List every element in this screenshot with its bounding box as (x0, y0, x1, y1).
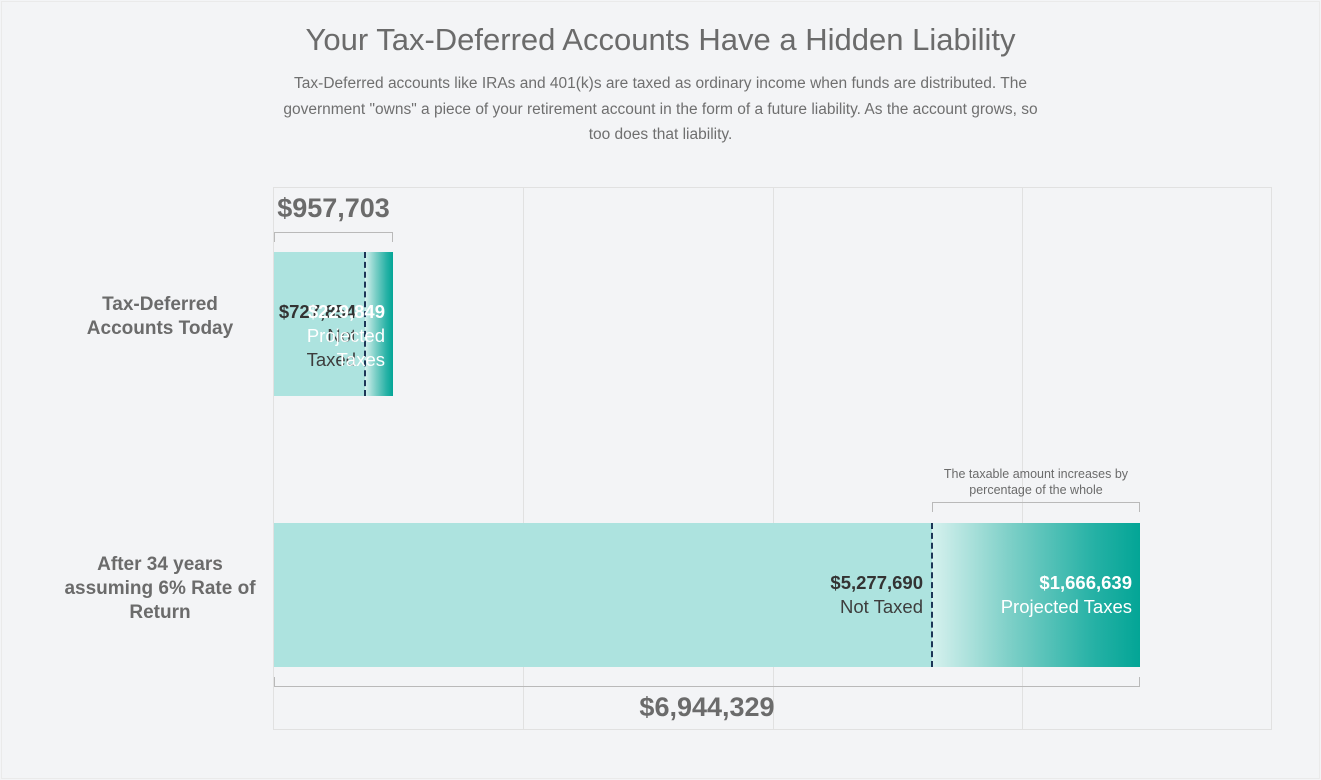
total-value-today: $957,703 (277, 193, 390, 223)
untaxed-caption: Not Taxed (840, 596, 923, 617)
untaxed-label: $5,277,690 Not Taxed (830, 571, 923, 619)
taxed-caption: Projected Taxes (306, 325, 385, 370)
taxed-label: $229,849 Projected Taxes (274, 300, 385, 372)
bar-divider-line (931, 523, 933, 667)
bar-today: $727,854 Not Taxed $229,849 Projected Ta… (274, 252, 393, 396)
chart-title: Your Tax-Deferred Accounts Have a Hidden… (305, 22, 1016, 57)
total-bracket-today (274, 232, 393, 242)
bar-divider-line (364, 252, 366, 396)
taxed-label: $1,666,639 Projected Taxes (1001, 571, 1132, 619)
total-value-future: $6,944,329 (639, 692, 775, 722)
taxed-value: $229,849 (307, 301, 385, 322)
total-bracket-future (274, 677, 1140, 687)
taxed-value: $1,666,639 (1039, 572, 1132, 593)
taxed-caption: Projected Taxes (1000, 596, 1132, 617)
gridline (523, 187, 524, 730)
gridline (773, 187, 774, 730)
untaxed-label: $727,854 Not Taxed (274, 300, 356, 372)
row-label-today: Tax-Deferred Accounts Today (86, 294, 234, 339)
bar-future: $5,277,690 Not Taxed $1,666,639 Projecte… (274, 523, 1140, 667)
annotation-bracket (932, 502, 1140, 512)
chart-subtitle: Tax-Deferred accounts like IRAs and 401(… (283, 75, 1038, 143)
bar-segment-projected-taxes (365, 252, 393, 396)
gridline (1022, 187, 1023, 730)
untaxed-value: $5,277,690 (830, 572, 923, 593)
bar-segment-projected-taxes (932, 523, 1140, 667)
untaxed-caption: Not Taxed (306, 325, 356, 370)
annotation-note: The taxable amount increases by percenta… (943, 467, 1129, 497)
untaxed-value: $727,854 (278, 301, 356, 322)
plot-area (273, 187, 1272, 730)
row-label-future: After 34 years assuming 6% Rate of Retur… (64, 554, 256, 623)
